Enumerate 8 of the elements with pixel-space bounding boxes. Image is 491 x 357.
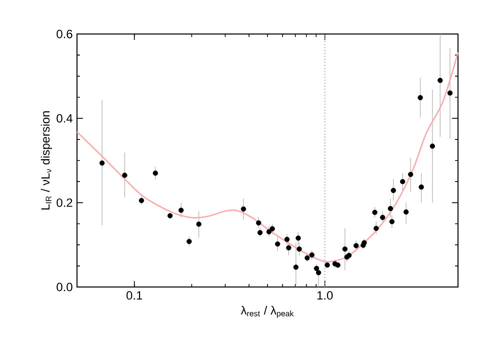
y-tick-label: 0.2 xyxy=(56,198,72,207)
y-tick-label: 0.0 xyxy=(56,282,72,292)
y-axis-title: L$_{IR}$ / νL$_{ν}$ dispersion xyxy=(40,111,52,210)
y-tick-label: 0.6 xyxy=(56,30,72,38)
y-tick-label: 0.4 xyxy=(56,114,72,123)
x-axis-title: λ$_{rest}$ / λ$_{peak}$ xyxy=(240,306,294,318)
x-tick-label: 1.0 xyxy=(317,291,333,300)
x-tick-label: 0.1 xyxy=(126,291,142,300)
